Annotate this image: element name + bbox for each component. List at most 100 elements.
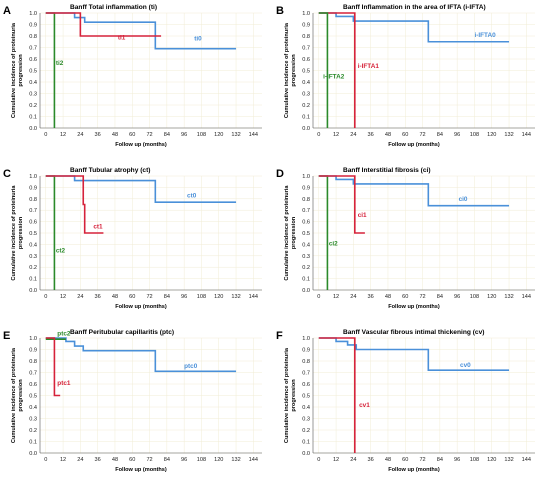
x-tick-label: 36 <box>368 294 374 300</box>
y-tick-label: 0.2 <box>29 428 37 434</box>
y-tick-label: 1.0 <box>302 11 310 17</box>
y-tick-label: 0.5 <box>29 394 37 400</box>
chart-title: Banff Tubular atrophy (ct) <box>70 167 150 174</box>
y-tick-label: 0.2 <box>29 103 37 109</box>
y-tick-label: 0.1 <box>302 115 310 121</box>
series-label: ct1 <box>93 223 103 230</box>
chart-title: Banff Total inflammation (ti) <box>70 4 157 11</box>
panel-f: F Banff Vascular fibrous intimal thickeni… <box>276 329 535 473</box>
x-tick-label: 84 <box>437 132 443 138</box>
x-tick-label: 132 <box>504 132 513 138</box>
y-tick-label: 0.5 <box>29 231 37 237</box>
y-tick-label: 0.6 <box>29 382 37 388</box>
y-tick-label: 0.6 <box>29 220 37 226</box>
y-tick-label: 0.9 <box>29 348 37 354</box>
series-line-ci1 <box>318 175 365 234</box>
y-tick-label: 0.5 <box>302 394 310 400</box>
y-tick-label: 0.9 <box>302 185 310 191</box>
x-tick-label: 132 <box>231 457 240 463</box>
x-tick-label: 84 <box>164 132 170 138</box>
y-tick-label: 0.4 <box>302 80 310 86</box>
x-axis-label: Follow up (months) <box>388 142 440 148</box>
x-tick-label: 96 <box>181 457 187 463</box>
x-tick-label: 96 <box>181 132 187 138</box>
x-axis-label: Follow up (months) <box>388 467 440 473</box>
y-tick-label: 0.1 <box>29 115 37 121</box>
y-tick-label: 0.7 <box>29 371 37 377</box>
x-tick-label: 84 <box>164 294 170 300</box>
y-tick-label: 1.0 <box>29 174 37 180</box>
chart-title: Banff Interstitial fibrosis (ci) <box>343 167 431 174</box>
y-tick-label: 0.3 <box>302 92 310 98</box>
x-tick-label: 24 <box>350 132 356 138</box>
x-tick-label: 132 <box>504 457 513 463</box>
y-tick-label: 0.7 <box>302 371 310 377</box>
y-tick-label: 0.8 <box>29 34 37 40</box>
x-tick-label: 108 <box>470 457 479 463</box>
x-tick-label: 48 <box>385 457 391 463</box>
panel-a: A Banff Total inflammation (ti) 0 12 24 36 48 6… <box>3 4 262 148</box>
x-tick-label: 108 <box>470 294 479 300</box>
y-tick-label: 0.7 <box>29 46 37 52</box>
y-tick-label: 0.0 <box>302 126 310 132</box>
y-tick-label: 0.2 <box>302 428 310 434</box>
x-axis-label: Follow up (months) <box>115 467 167 473</box>
x-tick-label: 132 <box>231 294 240 300</box>
y-tick-label: 0.5 <box>302 69 310 75</box>
y-tick-label: 0.1 <box>302 440 310 446</box>
x-tick-label: 72 <box>146 457 152 463</box>
series-label: cv1 <box>359 402 370 409</box>
series-label: ci1 <box>358 212 367 219</box>
x-tick-label: 96 <box>454 294 460 300</box>
x-tick-label: 36 <box>368 132 374 138</box>
series-label: cv0 <box>460 362 471 369</box>
y-tick-label: 0.0 <box>29 288 37 294</box>
x-tick-label: 0 <box>44 132 47 138</box>
x-tick-label: 24 <box>350 457 356 463</box>
series-label: ptc0 <box>184 363 198 370</box>
y-tick-label: 0.8 <box>302 34 310 40</box>
y-axis-label: Cumulative incidence of proteinuriaprogr… <box>284 185 297 281</box>
x-tick-label: 144 <box>522 132 531 138</box>
y-tick-label: 0.5 <box>29 69 37 75</box>
x-tick-label: 144 <box>249 457 258 463</box>
series-label: i-IFTA2 <box>323 74 345 81</box>
panel-letter: E <box>3 330 10 342</box>
x-tick-label: 48 <box>112 132 118 138</box>
x-tick-label: 24 <box>77 132 83 138</box>
x-tick-label: 0 <box>44 457 47 463</box>
y-tick-label: 0.2 <box>302 103 310 109</box>
x-tick-label: 72 <box>419 132 425 138</box>
x-tick-label: 120 <box>487 294 496 300</box>
x-tick-label: 12 <box>60 457 66 463</box>
x-tick-label: 96 <box>454 132 460 138</box>
series-label: ti1 <box>118 34 126 41</box>
y-tick-label: 1.0 <box>302 174 310 180</box>
y-tick-label: 0.4 <box>302 242 310 248</box>
y-tick-label: 0.3 <box>302 254 310 260</box>
y-tick-label: 0.6 <box>29 57 37 63</box>
y-tick-label: 0.2 <box>302 265 310 271</box>
panel-letter: B <box>276 5 284 17</box>
x-tick-label: 144 <box>522 294 531 300</box>
x-tick-label: 60 <box>402 457 408 463</box>
chart-title: Banff Vascular fibrous intimal thickenin… <box>343 329 484 336</box>
y-tick-label: 0.8 <box>29 359 37 365</box>
x-tick-label: 0 <box>44 294 47 300</box>
x-tick-label: 12 <box>333 457 339 463</box>
y-tick-label: 0.0 <box>29 451 37 457</box>
series-label: ti2 <box>56 60 64 67</box>
y-tick-label: 0.3 <box>29 254 37 260</box>
y-tick-label: 0.1 <box>302 277 310 283</box>
y-tick-label: 0.5 <box>302 231 310 237</box>
y-tick-label: 0.3 <box>29 92 37 98</box>
x-tick-label: 60 <box>129 294 135 300</box>
x-tick-label: 120 <box>214 132 223 138</box>
y-tick-label: 0.9 <box>302 23 310 29</box>
x-tick-label: 0 <box>317 294 320 300</box>
series-label: ptc1 <box>57 380 71 387</box>
x-tick-label: 12 <box>60 132 66 138</box>
x-tick-label: 108 <box>197 132 206 138</box>
x-tick-label: 84 <box>437 294 443 300</box>
panel-c: C Banff Tubular atrophy (ct) 0 12 24 36 48 60 72… <box>3 167 262 310</box>
